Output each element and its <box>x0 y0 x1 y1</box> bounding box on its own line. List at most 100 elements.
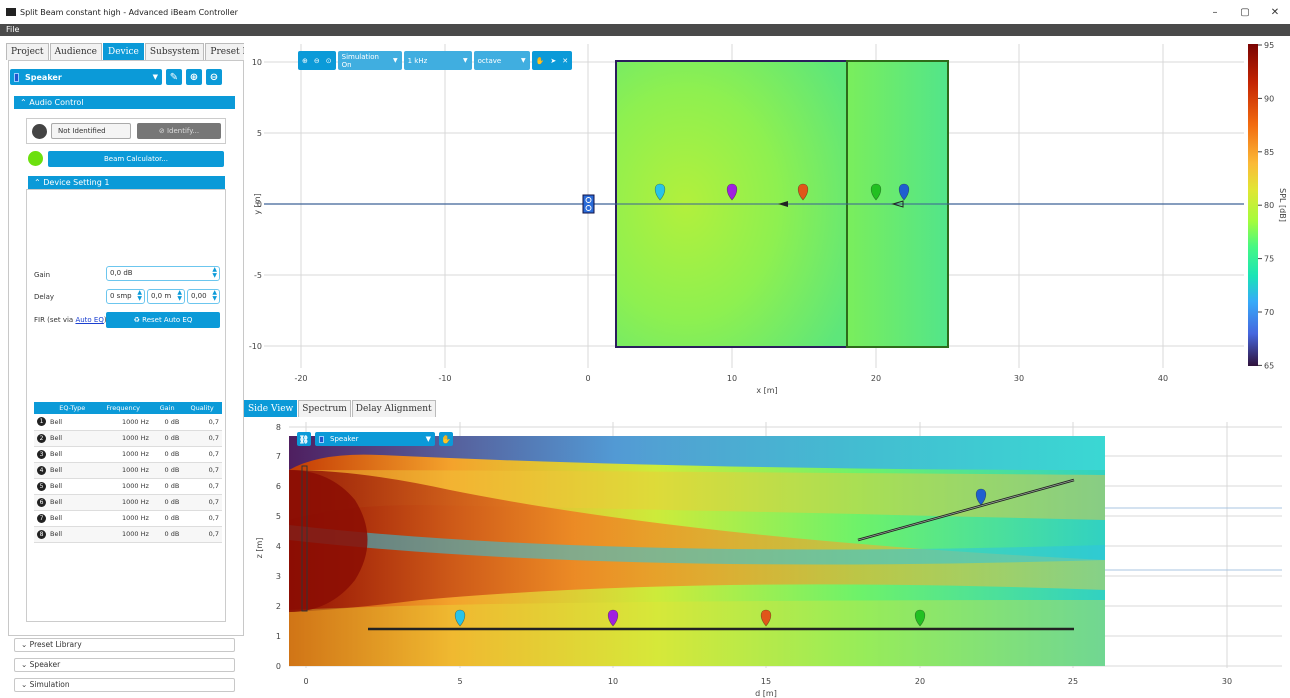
gain-label: Gain <box>34 271 51 279</box>
beam-calculator-button[interactable]: Beam Calculator... <box>48 151 224 167</box>
speaker-icon[interactable] <box>582 194 595 214</box>
eq-row[interactable]: 3 Bell 1000 Hz 0 dB 0,7 <box>34 446 222 463</box>
pointer-icon[interactable]: ➤ <box>550 56 557 65</box>
simulation-dropdown[interactable]: Simulation On ▼ <box>337 51 402 70</box>
device-dropdown[interactable]: Speaker ▼ <box>10 69 162 85</box>
eq-band-number-cell: 4 <box>34 462 50 479</box>
receiver-marker-icon[interactable] <box>454 609 466 627</box>
side-speaker-dropdown[interactable]: Speaker ▼ <box>315 432 435 446</box>
remove-device-button[interactable]: ⊖ <box>206 69 222 85</box>
chevron-down-icon: ▼ <box>521 57 526 64</box>
delay-meters-input[interactable]: 0,0 m ▲ ▼ <box>147 289 185 304</box>
eq-table: EQ-Type Frequency Gain Quality 1 Bell 1000… <box>34 402 222 543</box>
spin-arrows-icon: ▲ ▼ <box>177 289 182 302</box>
menu-file[interactable]: File <box>6 25 20 34</box>
eq-frequency-cell: 1000 Hz <box>94 526 152 543</box>
device-dropdown-value: Speaker <box>25 72 62 82</box>
gain-input[interactable]: 0,0 dB ▲ ▼ <box>106 266 220 281</box>
eq-band-number: 4 <box>37 465 46 475</box>
identify-button[interactable]: ⊘ Identify... <box>137 123 221 139</box>
hand-button[interactable]: ✋ <box>439 432 453 446</box>
receiver-marker-icon[interactable] <box>797 183 809 201</box>
receiver-marker-icon[interactable] <box>726 183 738 201</box>
receiver-marker-icon[interactable] <box>898 183 910 201</box>
hand-icon[interactable]: ✋ <box>535 56 545 65</box>
device-setting-label: Device Setting 1 <box>43 178 110 187</box>
receiver-marker-icon[interactable] <box>870 183 882 201</box>
tab-audience[interactable]: Audience <box>49 43 102 60</box>
accordion-label: Preset Library <box>29 640 82 649</box>
chevron-up-icon: ⌃ <box>34 178 44 187</box>
eq-row[interactable]: 2 Bell 1000 Hz 0 dB 0,7 <box>34 430 222 447</box>
eq-row[interactable]: 4 Bell 1000 Hz 0 dB 0,7 <box>34 462 222 479</box>
frequency-dropdown[interactable]: 1 kHz ▼ <box>403 51 472 70</box>
close-button[interactable]: ✕ <box>1270 6 1280 18</box>
tab-spectrum[interactable]: Spectrum <box>298 400 351 417</box>
tab-project[interactable]: Project <box>6 43 49 60</box>
eq-type-cell: Bell <box>50 526 95 543</box>
eq-gain-cell: 0 dB <box>151 446 183 463</box>
status-indicator <box>32 124 47 139</box>
measure-icon[interactable]: ✕ <box>562 56 569 65</box>
pencil-icon: ✎ <box>169 71 179 83</box>
tab-device[interactable]: Device <box>103 43 144 60</box>
receiver-marker-icon[interactable] <box>975 488 987 506</box>
eq-col-type: EQ-Type <box>50 402 95 414</box>
chevron-down-icon: ⌄ <box>21 680 30 689</box>
chevron-down-icon: ▼ <box>393 57 398 64</box>
reset-auto-eq-button[interactable]: ♻ Reset Auto EQ <box>106 312 220 328</box>
add-device-button[interactable]: ⊕ <box>186 69 202 85</box>
eq-band-number: 6 <box>37 497 46 507</box>
delay-ms-input[interactable]: 0,00 ▲ ▼ <box>187 289 220 304</box>
device-color-indicator[interactable] <box>28 151 43 166</box>
spin-arrows-icon: ▲ ▼ <box>212 266 217 279</box>
tab-subsystem[interactable]: Subsystem <box>144 43 205 60</box>
receiver-marker-icon[interactable] <box>607 609 619 627</box>
speaker-array-icon[interactable] <box>301 465 308 612</box>
eq-row[interactable]: 8 Bell 1000 Hz 0 dB 0,7 <box>34 526 222 543</box>
receiver-marker-icon[interactable] <box>914 609 926 627</box>
side-view-toolbar: ⛓ Speaker ▼ ✋ <box>297 432 453 446</box>
top-x-tick-label: 20 <box>871 374 881 383</box>
side-x-tick-label: 10 <box>608 677 618 686</box>
link-icon: ⊘ <box>158 127 167 135</box>
side-y-tick-label: 1 <box>276 632 281 641</box>
accordion-speaker[interactable]: ⌄ Speaker <box>14 658 235 672</box>
eq-band-number-cell: 2 <box>34 430 50 447</box>
top-view-plot[interactable]: -20 -10 0 10 20 30 40 10 5 0 -5 -10 x [m] y [m] 95… <box>244 36 1290 394</box>
zoom-fit-icon[interactable]: ⊙ <box>325 56 332 65</box>
band-dropdown[interactable]: octave ▼ <box>473 51 530 70</box>
delay-ms-value: 0,00 <box>191 292 207 300</box>
left-tabs: Project Audience Device Subsystem Preset… <box>6 43 263 60</box>
chevron-up-icon: ⌃ <box>20 98 30 107</box>
eq-type-cell: Bell <box>50 414 95 431</box>
maximize-button[interactable]: ▢ <box>1240 6 1250 18</box>
eq-row[interactable]: 6 Bell 1000 Hz 0 dB 0,7 <box>34 494 222 511</box>
zoom-out-icon[interactable]: ⊖ <box>313 56 320 65</box>
eq-gain-cell: 0 dB <box>151 430 183 447</box>
eq-row[interactable]: 1 Bell 1000 Hz 0 dB 0,7 <box>34 414 222 431</box>
accordion-simulation[interactable]: ⌄ Simulation <box>14 678 235 692</box>
colorbar-tick-label: 75 <box>1264 255 1274 264</box>
eq-gain-cell: 0 dB <box>151 478 183 495</box>
tab-delay-alignment[interactable]: Delay Alignment <box>351 400 436 417</box>
receiver-marker-icon[interactable] <box>654 183 666 201</box>
eq-row[interactable]: 7 Bell 1000 Hz 0 dB 0,7 <box>34 510 222 527</box>
device-setting-header[interactable]: ⌃ Device Setting 1 <box>28 176 225 189</box>
zoom-in-icon[interactable]: ⊕ <box>302 56 308 65</box>
spin-arrows-icon: ▲ ▼ <box>212 289 217 302</box>
edit-device-button[interactable]: ✎ <box>166 69 182 85</box>
accordion-preset-library[interactable]: ⌄ Preset Library <box>14 638 235 652</box>
delay-samples-input[interactable]: 0 smp ▲ ▼ <box>106 289 145 304</box>
side-y-tick-label: 5 <box>276 512 281 521</box>
auto-eq-link[interactable]: Auto EQ <box>75 316 104 324</box>
receiver-marker-icon[interactable] <box>760 609 772 627</box>
tab-side-view[interactable]: Side View <box>244 400 298 417</box>
recycle-icon: ♻ <box>133 316 143 324</box>
minimize-button[interactable]: – <box>1212 6 1218 18</box>
eq-row[interactable]: 5 Bell 1000 Hz 0 dB 0,7 <box>34 478 222 495</box>
link-button[interactable]: ⛓ <box>297 432 311 446</box>
audio-control-header[interactable]: ⌃ Audio Control <box>14 96 235 109</box>
chevron-down-icon: ⌄ <box>21 640 30 649</box>
